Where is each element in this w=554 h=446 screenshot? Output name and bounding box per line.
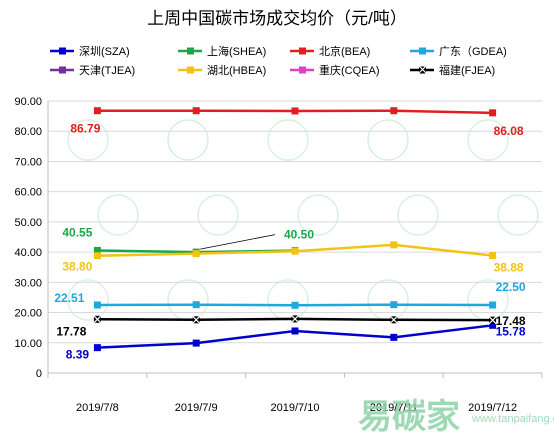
label-leader-line bbox=[200, 234, 276, 250]
series-point-cross bbox=[191, 314, 202, 325]
data-label: 17.48 bbox=[496, 314, 526, 328]
series-point bbox=[93, 344, 101, 352]
y-tick-label: 90.00 bbox=[14, 96, 42, 108]
watermark-circle bbox=[267, 279, 309, 321]
watermark-circle bbox=[267, 119, 309, 161]
data-label: 40.55 bbox=[62, 225, 92, 239]
watermark-circle bbox=[467, 119, 509, 161]
series-point bbox=[291, 247, 299, 255]
series-point bbox=[489, 301, 497, 309]
y-tick-label: 50.00 bbox=[14, 217, 42, 229]
x-tick-label: 2019/7/8 bbox=[76, 402, 119, 414]
watermark-layer bbox=[67, 119, 539, 321]
series-point bbox=[291, 107, 299, 115]
series-point bbox=[291, 327, 299, 335]
series-point bbox=[192, 339, 200, 347]
series-point bbox=[390, 333, 398, 341]
legend-swatch-marker bbox=[419, 47, 426, 55]
watermark-circle bbox=[167, 119, 209, 161]
data-label: 38.88 bbox=[494, 260, 524, 274]
watermark-circle bbox=[367, 279, 409, 321]
legend-swatch-cross bbox=[417, 64, 428, 75]
legend-label: 上海(SHEA) bbox=[207, 44, 266, 58]
legend-swatch-marker bbox=[187, 66, 194, 74]
y-tick-label: 10.00 bbox=[14, 338, 42, 350]
y-tick-label: 30.00 bbox=[14, 277, 42, 289]
legend-label: 广东（GDEA) bbox=[439, 45, 507, 58]
x-tick-label: 2019/7/12 bbox=[468, 402, 517, 414]
data-label: 38.80 bbox=[62, 260, 92, 274]
watermark-circle bbox=[97, 194, 139, 236]
series-point-cross bbox=[487, 315, 498, 326]
watermark-site-text: www.tanpaifang.com bbox=[471, 413, 554, 425]
legend-label: 天津(TJEA) bbox=[79, 64, 135, 77]
y-tick-label: 80.00 bbox=[14, 126, 42, 138]
watermark-circle bbox=[197, 194, 239, 236]
series-point bbox=[93, 107, 101, 115]
data-label: 8.39 bbox=[66, 348, 90, 362]
series-point bbox=[93, 246, 101, 254]
watermark-circle bbox=[497, 194, 539, 236]
legend-swatch-marker bbox=[299, 47, 306, 55]
series-point bbox=[390, 107, 398, 115]
watermark-circle bbox=[167, 279, 209, 321]
watermark-circle bbox=[67, 279, 109, 321]
watermark-circle bbox=[67, 119, 109, 161]
series-point bbox=[390, 301, 398, 309]
y-tick-label: 40.00 bbox=[14, 247, 42, 259]
tick-labels: 0 10.00 20.00 30.00 40.00 50.00 60.00 70.00 80.0… bbox=[14, 96, 517, 414]
series-point-cross bbox=[290, 313, 300, 324]
watermark-brand: 易碳家 www.tanpaifang.com bbox=[358, 398, 554, 436]
legend-swatch-marker bbox=[59, 66, 66, 74]
y-tick-label: 20.00 bbox=[14, 308, 42, 320]
legend: 深圳(SZA) 上海(SHEA) 北京(BEA) 广东（GDEA) 天津(TJEA) 湖北… bbox=[50, 44, 507, 77]
series-point-cross bbox=[388, 314, 399, 325]
y-tick-label: 60.00 bbox=[14, 187, 42, 199]
legend-label: 北京(BEA) bbox=[319, 44, 370, 58]
series-point bbox=[192, 107, 200, 115]
series-point bbox=[192, 301, 200, 309]
series-point bbox=[291, 301, 299, 309]
data-label: 40.50 bbox=[284, 228, 314, 242]
series-point bbox=[93, 301, 101, 309]
y-tick-label: 0 bbox=[36, 368, 42, 380]
series-point bbox=[489, 109, 497, 117]
watermark-brand-text: 易碳家 bbox=[358, 398, 460, 436]
data-label: 22.51 bbox=[54, 291, 84, 305]
chart-title: 上周中国碳市场成交均价（元/吨） bbox=[147, 9, 407, 28]
watermark-circle bbox=[397, 194, 439, 236]
data-label: 17.78 bbox=[56, 324, 86, 338]
legend-label: 福建(FJEA) bbox=[439, 63, 495, 77]
data-label: 86.79 bbox=[70, 122, 100, 136]
axes bbox=[47, 101, 543, 378]
legend-swatch-marker bbox=[59, 47, 66, 55]
legend-swatch-marker bbox=[187, 47, 194, 55]
data-labels: 86.79 86.08 40.55 40.50 38.80 38.88 22.51 22.50… bbox=[54, 122, 526, 362]
legend-label: 湖北(HBEA) bbox=[207, 64, 266, 77]
series-point bbox=[489, 321, 497, 329]
data-label: 86.08 bbox=[494, 124, 524, 138]
legend-label: 重庆(CQEA) bbox=[319, 63, 380, 77]
series-point bbox=[192, 250, 200, 258]
series-point-cross bbox=[92, 314, 103, 325]
series-point bbox=[489, 251, 497, 259]
series-layer bbox=[92, 107, 498, 352]
legend-label: 深圳(SZA) bbox=[79, 45, 130, 58]
data-label: 15.78 bbox=[496, 324, 526, 338]
series-point bbox=[93, 252, 101, 260]
x-tick-label: 2019/7/11 bbox=[370, 402, 418, 414]
watermark-circle bbox=[297, 194, 339, 236]
watermark-circle bbox=[367, 119, 409, 161]
x-tick-label: 2019/7/9 bbox=[175, 402, 218, 414]
y-tick-label: 70.00 bbox=[14, 156, 42, 168]
series-point bbox=[390, 241, 398, 249]
data-label: 22.50 bbox=[496, 280, 526, 294]
legend-swatch-marker bbox=[299, 66, 306, 74]
x-tick-label: 2019/7/10 bbox=[271, 402, 320, 414]
